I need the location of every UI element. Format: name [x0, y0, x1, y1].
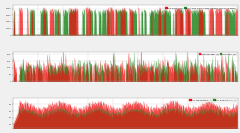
Legend: Core Clock (MHz), Boost Core Clock to Max Available (GHz-4000 boost): Core Clock (MHz), Boost Core Clock to Ma… — [165, 6, 237, 9]
Legend: Core Temperature (°C), GPU Temperature (°C): Core Temperature (°C), GPU Temperature (… — [189, 99, 237, 101]
Legend: Package Power (W), GPU Power (W): Package Power (W), GPU Power (W) — [198, 53, 237, 55]
